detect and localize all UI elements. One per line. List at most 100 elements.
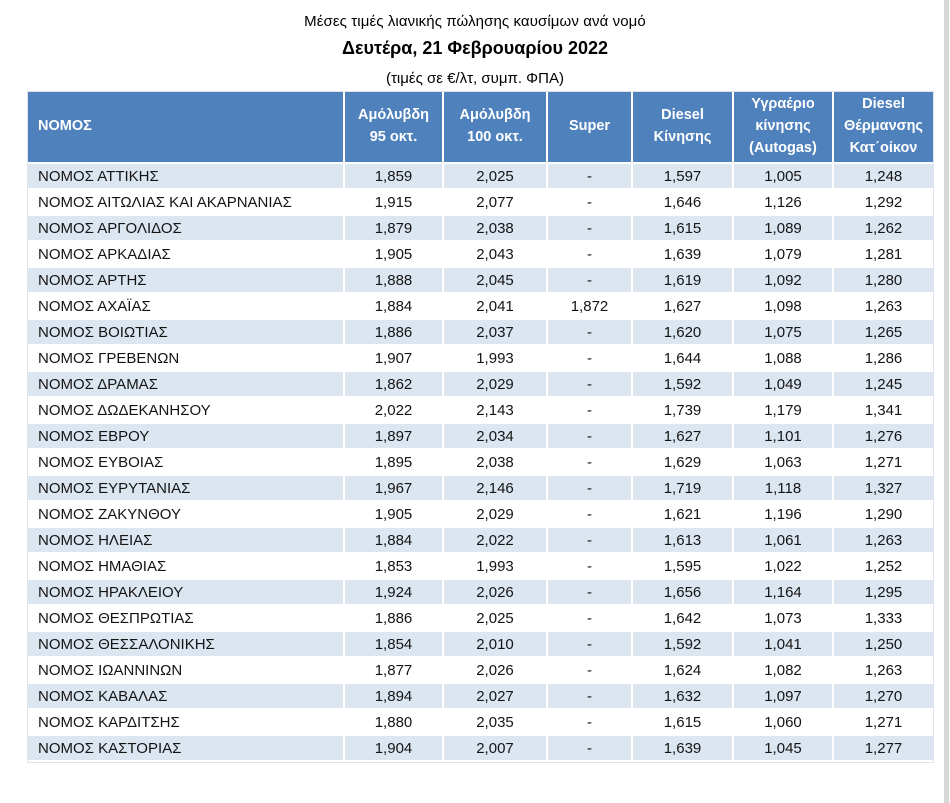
- price-cell: 1,263: [833, 527, 933, 554]
- table-row: ΝΟΜΟΣ ΕΥΒΟΙΑΣ 1,895 2,038-1,629 1,063 1,271: [28, 449, 933, 476]
- price-cell: 1,098: [733, 293, 834, 320]
- price-cell: 1,886: [344, 605, 444, 632]
- column-header-nomos: ΝΟΜΟΣ: [28, 92, 345, 164]
- column-header-unleaded-95: Αμόλυβδη 95 οκτ.: [344, 92, 444, 164]
- table-row: ΝΟΜΟΣ ΗΛΕΙΑΣ 1,884 2,022-1,613 1,061 1,263: [28, 527, 933, 554]
- prefecture-name: ΝΟΜΟΣ ΗΛΕΙΑΣ: [28, 527, 345, 554]
- table-row: ΝΟΜΟΣ ΘΕΣΣΑΛΟΝΙΚΗΣ 1,854 2,010-1,592 1,041 1…: [28, 631, 933, 658]
- price-cell: 1,101: [733, 423, 834, 450]
- price-cell: 1,656: [632, 579, 734, 606]
- price-cell: 1,620: [632, 319, 734, 346]
- price-cell: 2,038: [443, 449, 548, 476]
- table-header: ΝΟΜΟΣ Αμόλυβδη 95 οκτ. Αμόλυβδη 100 οκτ.…: [28, 92, 933, 164]
- price-cell: -: [547, 371, 633, 398]
- column-header-autogas: Υγραέριο κίνησης (Autogas): [733, 92, 834, 164]
- price-cell: 1,092: [733, 267, 834, 294]
- prefecture-name: ΝΟΜΟΣ ΔΡΑΜΑΣ: [28, 371, 345, 398]
- price-cell: 1,073: [733, 605, 834, 632]
- price-cell: 1,719: [632, 475, 734, 502]
- price-cell: -: [547, 527, 633, 554]
- price-cell: 2,025: [443, 163, 548, 190]
- report-date: Δευτέρα, 21 Φεβρουαρίου 2022: [342, 38, 608, 58]
- price-cell: 1,879: [344, 215, 444, 242]
- price-cell: -: [547, 735, 633, 762]
- price-cell: 2,010: [443, 631, 548, 658]
- prefecture-name: ΝΟΜΟΣ ΚΑΡΔΙΤΣΗΣ: [28, 709, 345, 736]
- price-cell: 1,271: [833, 709, 933, 736]
- price-cell: 2,029: [443, 501, 548, 528]
- price-cell: 1,270: [833, 683, 933, 710]
- price-cell: 1,592: [632, 631, 734, 658]
- scrollbar-track[interactable]: [944, 0, 949, 803]
- price-cell: 2,035: [443, 709, 548, 736]
- price-cell: 1,286: [833, 345, 933, 372]
- price-cell: -: [547, 657, 633, 684]
- price-cell: 2,007: [443, 735, 548, 762]
- price-cell: 1,295: [833, 579, 933, 606]
- price-cell: 1,179: [733, 397, 834, 424]
- price-cell: 1,252: [833, 553, 933, 580]
- price-cell: 1,063: [733, 449, 834, 476]
- table-row: ΝΟΜΟΣ ΑΡΓΟΛΙΔΟΣ 1,879 2,038-1,615 1,089 1,26…: [28, 215, 933, 242]
- price-cell: 2,037: [443, 319, 548, 346]
- price-cell: 1,005: [733, 163, 834, 190]
- price-cell: 1,993: [443, 345, 548, 372]
- price-cell: 2,045: [443, 267, 548, 294]
- price-cell: 1,277: [833, 735, 933, 762]
- price-cell: 2,022: [443, 527, 548, 554]
- price-cell: 1,904: [344, 735, 444, 762]
- price-cell: 1,877: [344, 657, 444, 684]
- price-cell: 1,045: [733, 735, 834, 762]
- prefecture-name: ΝΟΜΟΣ ΑΙΤΩΛΙΑΣ ΚΑΙ ΑΚΑΡΝΑΝΙΑΣ: [28, 189, 345, 216]
- price-cell: 1,333: [833, 605, 933, 632]
- prefecture-name: ΝΟΜΟΣ ΑΡΤΗΣ: [28, 267, 345, 294]
- price-cell: 1,639: [632, 241, 734, 268]
- price-cell: 1,905: [344, 501, 444, 528]
- price-cell: 1,646: [632, 189, 734, 216]
- table-row: ΝΟΜΟΣ ΖΑΚΥΝΘΟΥ 1,905 2,029-1,621 1,196 1,290: [28, 501, 933, 528]
- prefecture-name: ΝΟΜΟΣ ΕΒΡΟΥ: [28, 423, 345, 450]
- price-cell: -: [547, 397, 633, 424]
- prefecture-name: ΝΟΜΟΣ ΗΜΑΘΙΑΣ: [28, 553, 345, 580]
- prefecture-name: ΝΟΜΟΣ ΗΡΑΚΛΕΙΟΥ: [28, 579, 345, 606]
- price-cell: 1,327: [833, 475, 933, 502]
- price-cell: 1,164: [733, 579, 834, 606]
- price-cell: 1,022: [733, 553, 834, 580]
- price-cell: 1,049: [733, 371, 834, 398]
- price-cell: 2,026: [443, 657, 548, 684]
- prefecture-name: ΝΟΜΟΣ ΑΡΓΟΛΙΔΟΣ: [28, 215, 345, 242]
- report-units-note: (τιμές σε €/λτ, συμπ. ΦΠΑ): [386, 70, 564, 87]
- column-header-diesel-motion: Diesel Κίνησης: [632, 92, 734, 164]
- price-cell: -: [547, 631, 633, 658]
- price-cell: 2,026: [443, 579, 548, 606]
- price-cell: 2,025: [443, 605, 548, 632]
- price-cell: 1,079: [733, 241, 834, 268]
- price-cell: 1,248: [833, 163, 933, 190]
- price-cell: 1,895: [344, 449, 444, 476]
- prefecture-name: ΝΟΜΟΣ ΒΟΙΩΤΙΑΣ: [28, 319, 345, 346]
- price-cell: 2,143: [443, 397, 548, 424]
- table-row: ΝΟΜΟΣ ΑΤΤΙΚΗΣ 1,859 2,025-1,597 1,005 1,248: [28, 163, 933, 190]
- price-cell: 2,022: [344, 397, 444, 424]
- prefecture-name: ΝΟΜΟΣ ΕΥΒΟΙΑΣ: [28, 449, 345, 476]
- price-cell: 1,126: [733, 189, 834, 216]
- price-cell: 1,341: [833, 397, 933, 424]
- price-cell: -: [547, 215, 633, 242]
- price-cell: 1,597: [632, 163, 734, 190]
- price-cell: 2,029: [443, 371, 548, 398]
- price-cell: 1,642: [632, 605, 734, 632]
- prefecture-name: ΝΟΜΟΣ ΚΑΣΤΟΡΙΑΣ: [28, 735, 345, 762]
- table-row: ΝΟΜΟΣ ΑΙΤΩΛΙΑΣ ΚΑΙ ΑΚΑΡΝΑΝΙΑΣ 1,915 2,077-…: [28, 189, 933, 216]
- price-cell: 1,854: [344, 631, 444, 658]
- price-cell: 1,280: [833, 267, 933, 294]
- price-cell: 1,644: [632, 345, 734, 372]
- table-row: ΝΟΜΟΣ ΓΡΕΒΕΝΩΝ 1,907 1,993-1,644 1,088 1,286: [28, 345, 933, 372]
- table-row: ΝΟΜΟΣ ΑΡΚΑΔΙΑΣ 1,905 2,043-1,639 1,079 1,281: [28, 241, 933, 268]
- price-cell: 1,615: [632, 709, 734, 736]
- price-cell: -: [547, 241, 633, 268]
- table-row: ΝΟΜΟΣ ΕΒΡΟΥ 1,897 2,034-1,627 1,101 1,276: [28, 423, 933, 450]
- price-cell: 1,905: [344, 241, 444, 268]
- price-cell: 1,993: [443, 553, 548, 580]
- price-cell: -: [547, 605, 633, 632]
- prefecture-name: ΝΟΜΟΣ ΑΡΚΑΔΙΑΣ: [28, 241, 345, 268]
